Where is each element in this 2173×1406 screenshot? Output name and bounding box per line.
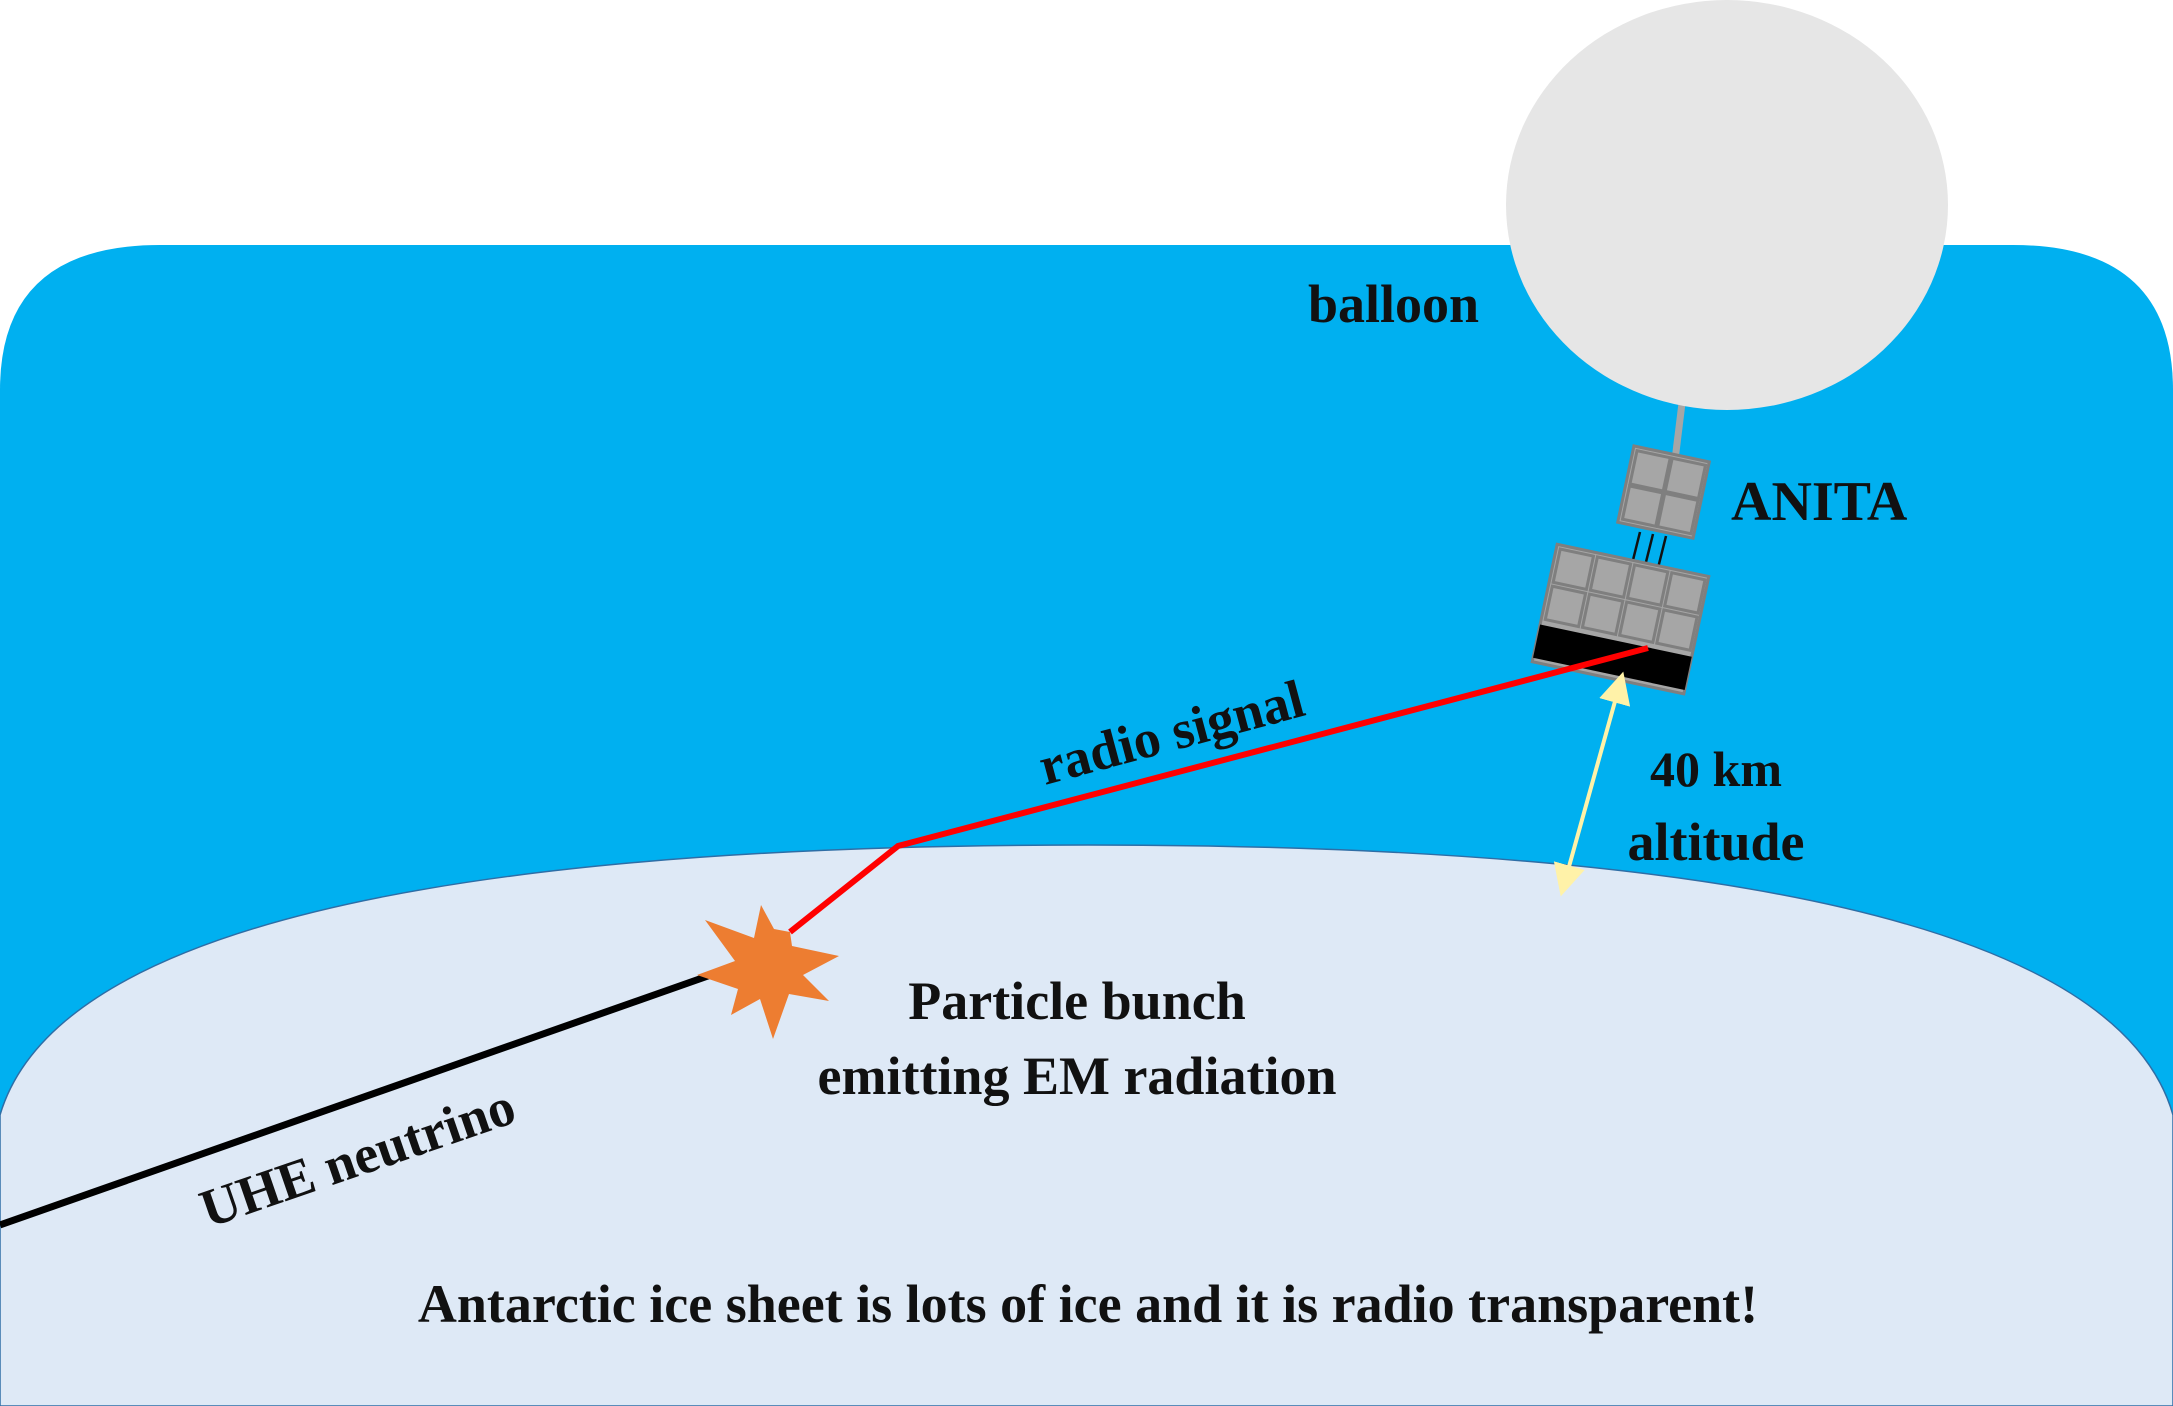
anita-label: ANITA [1731, 471, 1908, 533]
ice-sheet [0, 844, 2173, 1406]
altitude-label-line2: altitude [1627, 812, 1804, 872]
balloon-tether [1671, 394, 1687, 461]
anita-lower-antenna-icon [1530, 542, 1711, 696]
particle-label-line1: Particle bunch [908, 971, 1245, 1031]
anita-upper-antenna-icon [1615, 444, 1712, 541]
particle-burst-icon [697, 905, 839, 1039]
particle-label-line2: emitting EM radiation [818, 1046, 1337, 1106]
altitude-label-line1: 40 km [1650, 741, 1782, 797]
neutrino-track [0, 966, 727, 1229]
balloon-icon [1506, 0, 1948, 410]
balloon-label: balloon [1308, 274, 1479, 334]
radio-signal-path [788, 645, 1649, 935]
altitude-arrow-icon [1553, 671, 1631, 897]
ice-caption: Antarctic ice sheet is lots of ice and i… [418, 1274, 1758, 1334]
